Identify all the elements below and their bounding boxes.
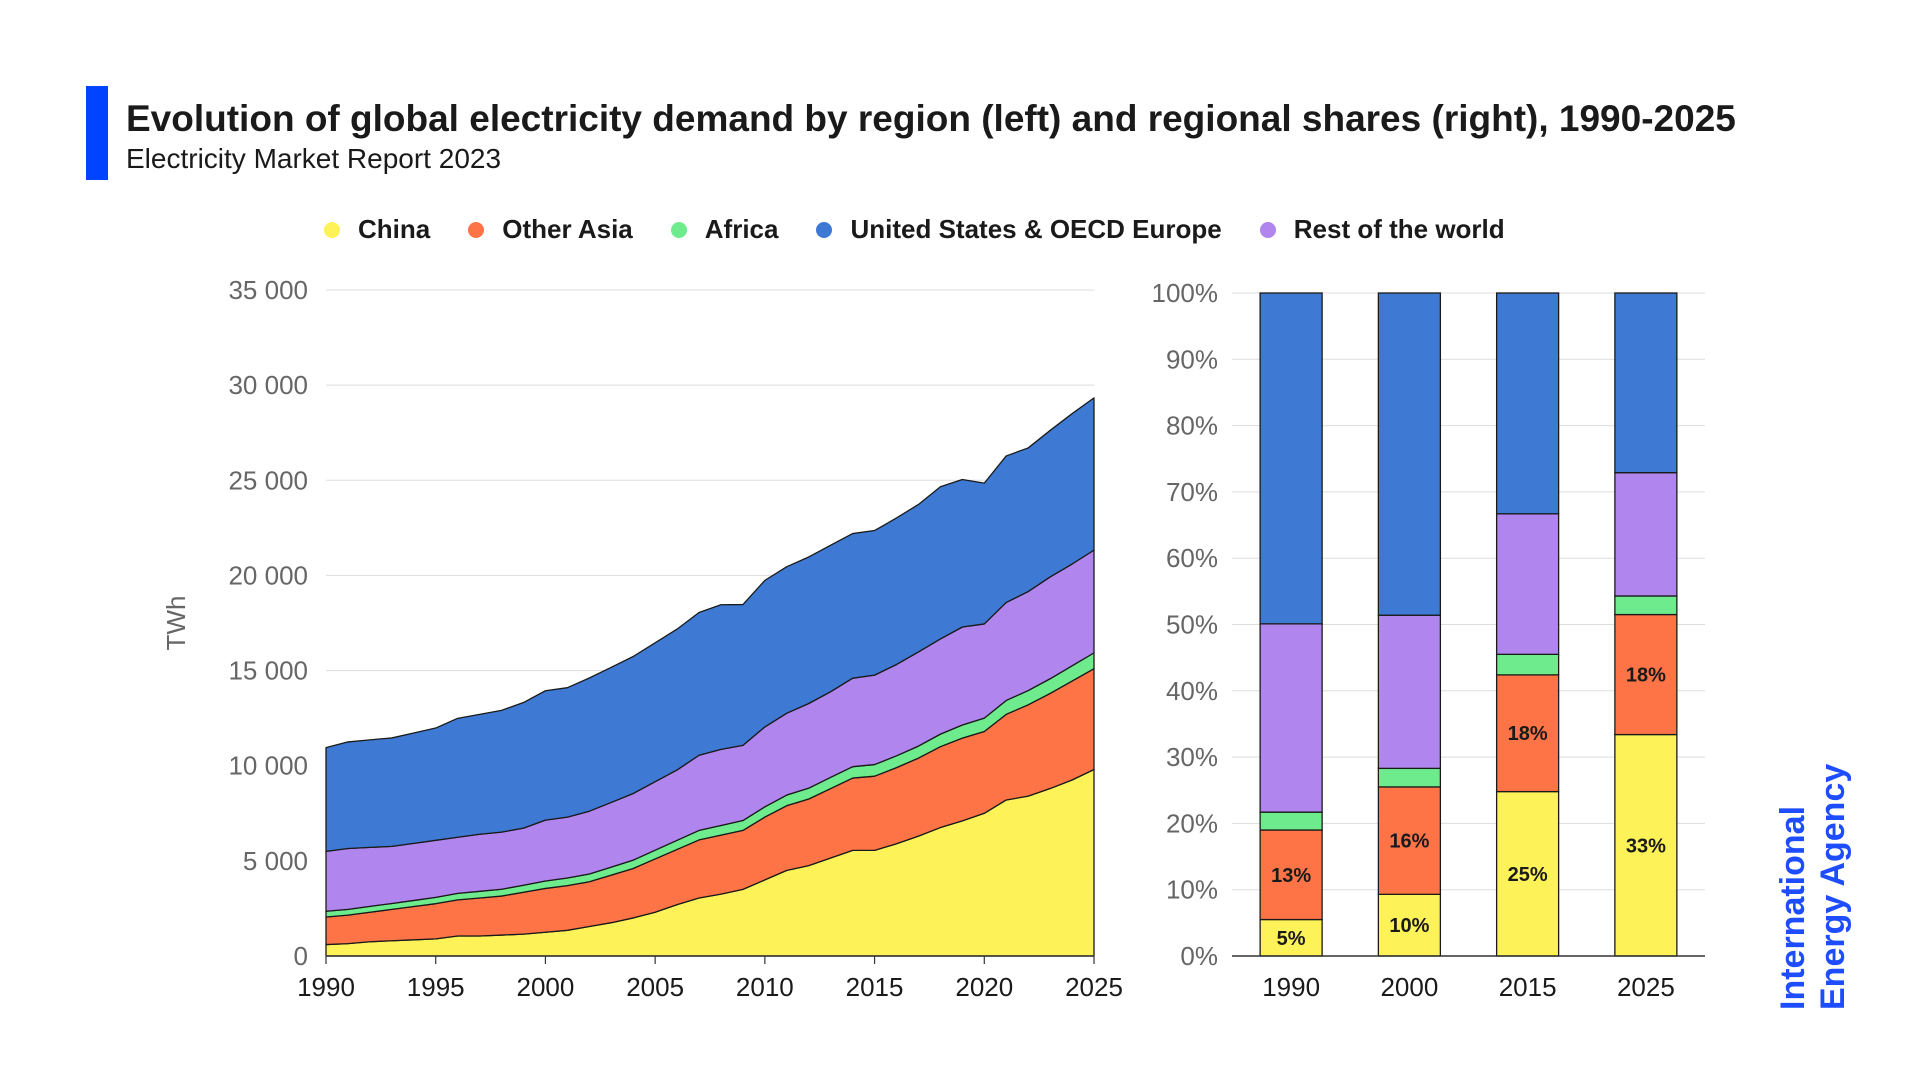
data-label: 5%	[1277, 928, 1306, 950]
legend-swatch-africa	[670, 221, 687, 238]
data-label: 10%	[1389, 915, 1429, 937]
legend-label-other-asia: Other Asia	[502, 214, 633, 244]
bar-segment-united-states-oecd-europe	[1259, 292, 1323, 625]
data-label: 18%	[1508, 723, 1548, 745]
y-tick-label: 20%	[1166, 808, 1218, 838]
y-tick-label: 35 000	[228, 275, 308, 305]
x-tick-label: 2000	[1380, 972, 1438, 1002]
y-tick-label: 90%	[1166, 344, 1218, 374]
y-tick-label: 70%	[1166, 477, 1218, 507]
legend-swatch-other-asia	[468, 221, 485, 238]
logo-line-1: International	[1774, 805, 1812, 1010]
bar-segment-africa	[1495, 653, 1560, 676]
x-tick-label: 1995	[407, 972, 465, 1002]
bar-segment-other-asia	[1495, 674, 1560, 793]
data-label: 16%	[1389, 831, 1429, 853]
bar-segment-other-asia	[1377, 786, 1442, 895]
bar-segment-rest-of-the-world	[1495, 513, 1560, 655]
legend-item-rest-of-world: Rest of the world	[1259, 214, 1505, 245]
data-label: 33%	[1626, 835, 1666, 857]
bar-segment-africa	[1377, 767, 1442, 788]
y-tick-label: 30 000	[228, 370, 308, 400]
y-tick-label: 40%	[1166, 676, 1218, 706]
legend-label-africa: Africa	[704, 214, 779, 244]
bar-segment-china	[1614, 733, 1678, 957]
bar-segment-rest-of-the-world	[1614, 472, 1678, 597]
legend-swatch-china	[324, 221, 340, 238]
x-tick-label: 1990	[1262, 972, 1320, 1002]
bar-segment-rest-of-the-world	[1377, 614, 1442, 770]
legend-swatch-us-oecd-europe	[816, 221, 833, 238]
x-tick-label: 2010	[736, 972, 794, 1002]
y-tick-label: 10%	[1166, 875, 1218, 905]
bar-segment-rest-of-the-world	[1259, 623, 1323, 813]
legend-item-africa: Africa	[670, 214, 779, 245]
x-tick-label: 2025	[1065, 972, 1123, 1002]
chart-title: Evolution of global electricity demand b…	[126, 98, 1736, 139]
legend: China Other Asia Africa United States & …	[324, 214, 1505, 245]
y-tick-label: 20 000	[228, 560, 308, 590]
x-tick-label: 2000	[517, 972, 575, 1002]
bar-segment-china	[1377, 893, 1442, 957]
logo-line-2: Energy Agency	[1814, 763, 1852, 1010]
y-tick-label: 5 000	[243, 846, 308, 876]
legend-swatch-rest-of-world	[1259, 221, 1276, 238]
legend-label-china: China	[358, 214, 431, 244]
iea-logo: International Energy Agency	[1773, 764, 1853, 1010]
bar-segment-united-states-oecd-europe	[1377, 292, 1442, 616]
x-tick-label: 2005	[626, 972, 684, 1002]
legend-label-us-oecd-europe: United States & OECD Europe	[850, 214, 1222, 244]
x-tick-label: 2015	[1499, 972, 1557, 1002]
y-tick-label: 25 000	[228, 465, 308, 495]
x-tick-label: 2020	[955, 972, 1013, 1002]
data-label: 18%	[1626, 665, 1666, 687]
bar-segment-china	[1259, 918, 1323, 957]
x-tick-label: 2025	[1617, 972, 1675, 1002]
bar-segment-united-states-oecd-europe	[1614, 292, 1678, 474]
x-tick-label: 1990	[297, 972, 355, 1002]
legend-label-rest-of-world: Rest of the world	[1293, 214, 1505, 244]
data-label: 25%	[1508, 864, 1548, 886]
y-tick-label: 30%	[1166, 742, 1218, 772]
y-axis-label: TWh	[161, 596, 191, 651]
area-series-united-states-oecd-europe	[325, 397, 1095, 852]
legend-item-china: China	[324, 214, 430, 245]
y-tick-label: 0	[294, 941, 308, 971]
legend-item-other-asia: Other Asia	[468, 214, 633, 245]
y-tick-label: 15 000	[228, 656, 308, 686]
bar-segment-china	[1495, 790, 1560, 957]
y-tick-label: 0%	[1180, 941, 1218, 971]
chart-subtitle: Electricity Market Report 2023	[126, 143, 502, 174]
bar-segment-united-states-oecd-europe	[1495, 292, 1560, 515]
y-tick-label: 80%	[1166, 411, 1218, 441]
data-label: 13%	[1271, 865, 1311, 887]
x-tick-label: 2015	[846, 972, 904, 1002]
y-tick-label: 100%	[1152, 278, 1219, 308]
bar-segment-africa	[1614, 595, 1678, 616]
y-tick-label: 10 000	[228, 751, 308, 781]
bar-segment-africa	[1259, 811, 1323, 831]
y-tick-label: 50%	[1166, 610, 1218, 640]
legend-item-us-oecd-europe: United States & OECD Europe	[816, 214, 1222, 245]
y-tick-label: 60%	[1166, 543, 1218, 573]
title-accent-bar	[86, 86, 108, 180]
